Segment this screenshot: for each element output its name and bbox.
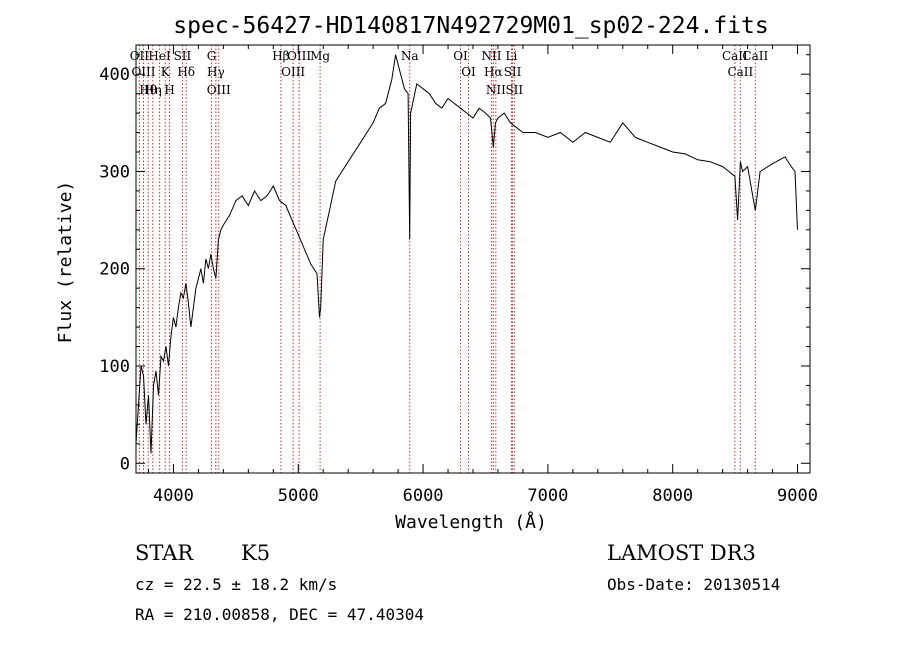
marker-label: OIII bbox=[207, 83, 231, 97]
x-tick-label: 4000 bbox=[153, 486, 194, 506]
flux-series bbox=[135, 54, 798, 454]
marker-label: OIII bbox=[281, 65, 305, 79]
marker-label: OIII bbox=[131, 65, 155, 79]
redshift-cz: cz = 22.5 ± 18.2 km/s bbox=[135, 575, 337, 594]
marker-label: Na bbox=[401, 49, 419, 63]
plot-area bbox=[135, 54, 798, 454]
marker-label: CaII bbox=[742, 49, 768, 63]
x-tick-label: 5000 bbox=[278, 486, 319, 506]
marker-label: Mg bbox=[310, 49, 330, 63]
marker-label: Hβ bbox=[272, 49, 289, 63]
axes-frame bbox=[135, 44, 811, 474]
marker-label: NII bbox=[481, 49, 501, 63]
y-tick-label: 200 bbox=[99, 260, 130, 280]
marker-label: OI bbox=[453, 49, 468, 63]
marker-labels: OIIOIIIHθHηHeIKHSIIHδGHγOIIIHβOIIIOIIIMg… bbox=[130, 49, 769, 97]
y-axis-label: Flux (relative) bbox=[55, 181, 76, 344]
marker-label: NII bbox=[486, 83, 506, 97]
y-tick-label: 300 bbox=[99, 162, 130, 182]
marker-label: CaII bbox=[727, 65, 753, 79]
marker-label: OII bbox=[130, 49, 150, 63]
marker-label: Hη bbox=[144, 83, 162, 97]
marker-label: CaII bbox=[722, 49, 748, 63]
object-subclass: K5 bbox=[241, 541, 270, 565]
marker-label: H bbox=[164, 83, 174, 97]
marker-label: K bbox=[161, 65, 171, 79]
marker-label: Hα bbox=[484, 65, 503, 79]
x-tick-label: 7000 bbox=[527, 486, 568, 506]
chart-title: spec-56427-HD140817N492729M01_sp02-224.f… bbox=[173, 13, 768, 39]
axes: 4000 5000 6000 7000 8000 9000 0 100 200 300 400 bbox=[99, 44, 818, 506]
marker-label: OI bbox=[461, 65, 476, 79]
marker-label: SII bbox=[504, 65, 522, 79]
line-markers bbox=[138, 45, 756, 473]
marker-label: G bbox=[207, 49, 217, 63]
marker-label: Li bbox=[506, 49, 518, 63]
y-tick-label: 100 bbox=[99, 357, 130, 377]
marker-label: SII bbox=[505, 83, 523, 97]
x-tick-label: 8000 bbox=[652, 486, 693, 506]
marker-label: HeI bbox=[148, 49, 171, 63]
marker-label: OIII bbox=[287, 49, 311, 63]
x-tick-label: 9000 bbox=[777, 486, 818, 506]
marker-label: Hδ bbox=[177, 65, 195, 79]
marker-label: SII bbox=[174, 49, 192, 63]
survey-name: LAMOST DR3 bbox=[607, 541, 756, 565]
observation-date: Obs-Date: 20130514 bbox=[607, 575, 780, 594]
y-tick-label: 400 bbox=[99, 65, 130, 85]
y-tick-label: 0 bbox=[120, 454, 130, 474]
x-axis-label: Wavelength (Å) bbox=[395, 511, 547, 533]
x-tick-label: 6000 bbox=[403, 486, 444, 506]
object-class: STAR bbox=[135, 541, 194, 565]
coordinates: RA = 210.00858, DEC = 47.40304 bbox=[135, 605, 424, 624]
marker-label: Hγ bbox=[207, 65, 225, 79]
marker-label: Hθ bbox=[139, 83, 157, 97]
